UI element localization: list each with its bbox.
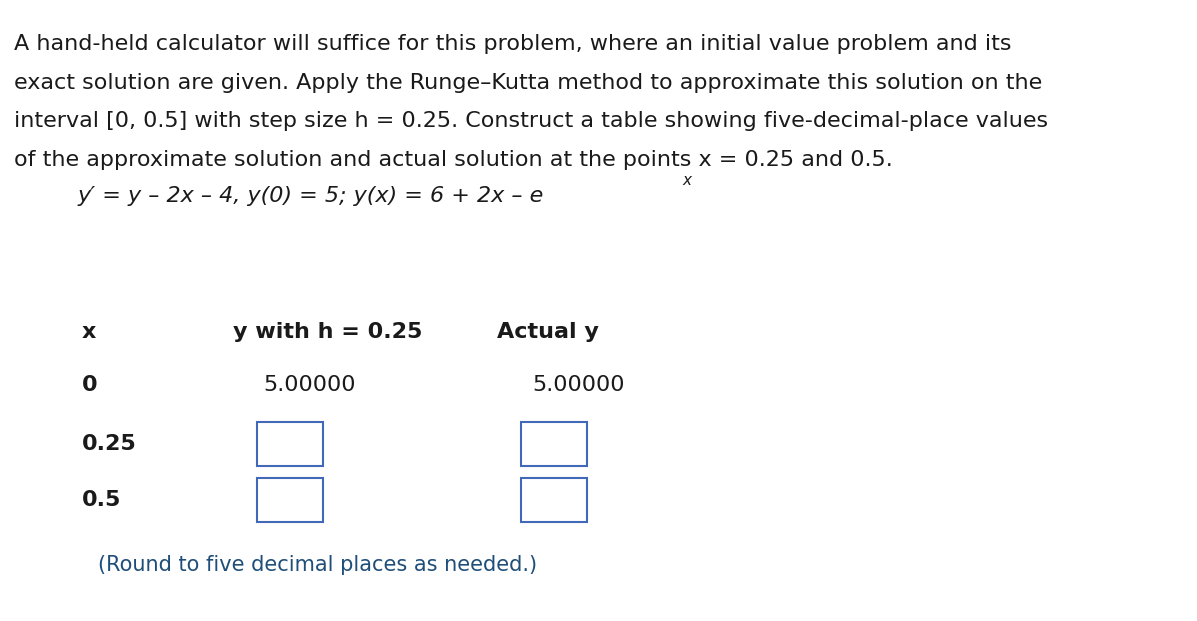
Text: interval [0, 0.5] with step size h = 0.25. Construct a table showing five-decima: interval [0, 0.5] with step size h = 0.2… bbox=[14, 111, 1049, 131]
Text: Actual y: Actual y bbox=[497, 322, 598, 342]
Text: y with h = 0.25: y with h = 0.25 bbox=[233, 322, 423, 342]
Text: 5.00000: 5.00000 bbox=[263, 375, 356, 395]
Text: 0.5: 0.5 bbox=[81, 490, 121, 510]
Text: A hand-held calculator will suffice for this problem, where an initial value pro: A hand-held calculator will suffice for … bbox=[14, 34, 1011, 54]
Text: 0: 0 bbox=[81, 375, 97, 395]
Text: 0.25: 0.25 bbox=[81, 434, 136, 454]
Text: 5.00000: 5.00000 bbox=[533, 375, 625, 395]
FancyBboxPatch shape bbox=[257, 422, 323, 466]
Text: (Round to five decimal places as needed.): (Round to five decimal places as needed.… bbox=[98, 555, 537, 575]
Text: exact solution are given. Apply the Runge–Kutta method to approximate this solut: exact solution are given. Apply the Rung… bbox=[14, 73, 1043, 93]
FancyBboxPatch shape bbox=[521, 478, 587, 522]
FancyBboxPatch shape bbox=[521, 422, 587, 466]
FancyBboxPatch shape bbox=[257, 478, 323, 522]
Text: y′ = y – 2x – 4, y(0) = 5; y(x) = 6 + 2x – e: y′ = y – 2x – 4, y(0) = 5; y(x) = 6 + 2x… bbox=[78, 186, 545, 206]
Text: of the approximate solution and actual solution at the points x = 0.25 and 0.5.: of the approximate solution and actual s… bbox=[14, 150, 893, 170]
Text: x: x bbox=[682, 173, 691, 188]
Text: x: x bbox=[81, 322, 96, 342]
